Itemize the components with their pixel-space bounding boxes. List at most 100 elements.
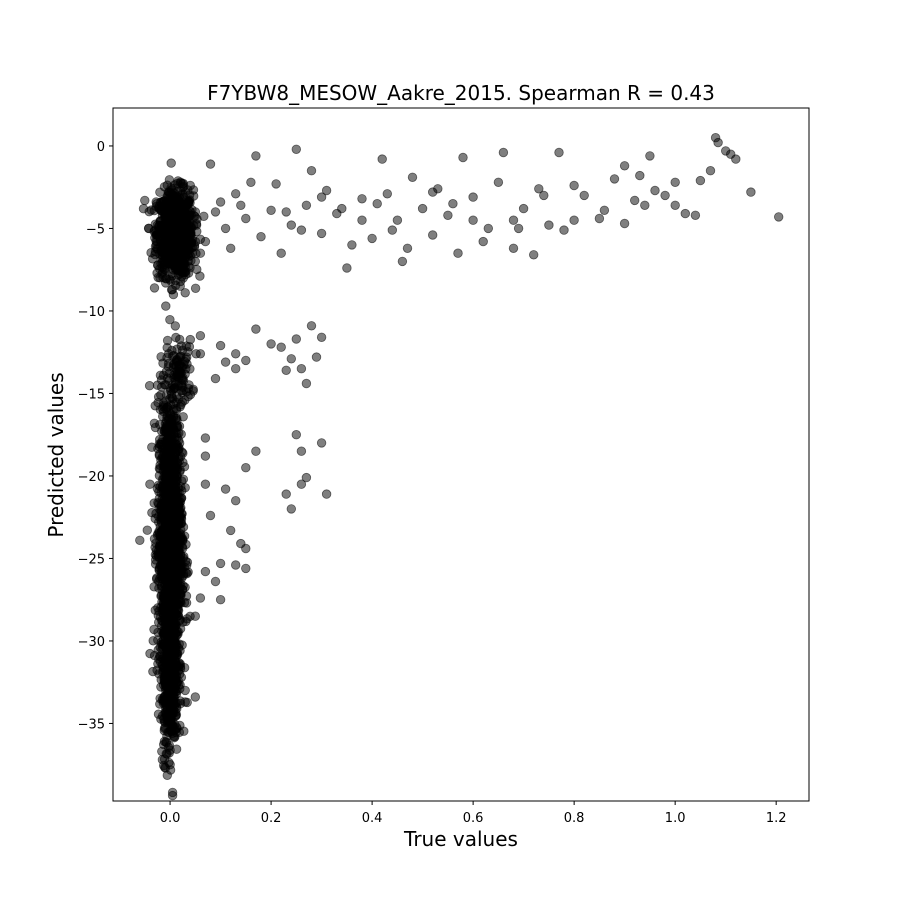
data-point (162, 195, 173, 205)
data-point (200, 566, 211, 577)
x-tick-label: 0.0 (160, 811, 181, 826)
y-tick-label: −20 (78, 470, 105, 485)
data-point (266, 205, 276, 216)
data-point (153, 398, 163, 408)
data-point (402, 243, 413, 254)
data-point (630, 195, 640, 206)
data-point (153, 272, 163, 283)
data-point (157, 510, 168, 521)
data-point (306, 321, 317, 331)
data-point (635, 170, 645, 181)
data-point (162, 437, 173, 447)
data-point (397, 256, 408, 267)
data-point (159, 714, 169, 724)
data-point (158, 460, 168, 471)
data-point (377, 154, 387, 164)
data-point (321, 489, 332, 499)
data-point (200, 479, 211, 489)
data-point (180, 253, 190, 263)
data-point (175, 535, 186, 545)
data-point (225, 525, 236, 536)
data-point (529, 250, 539, 260)
data-point (171, 413, 182, 423)
data-point (165, 760, 175, 770)
data-point (220, 223, 231, 234)
data-point (175, 281, 185, 291)
data-point (164, 187, 174, 198)
data-point (148, 636, 158, 646)
data-point (241, 355, 251, 366)
data-point (266, 339, 276, 349)
data-point (140, 195, 150, 206)
data-point (215, 595, 226, 605)
data-point (670, 200, 680, 211)
data-point (296, 364, 307, 374)
data-point (180, 483, 190, 493)
data-point (382, 189, 393, 199)
data-point (483, 223, 494, 234)
data-point (428, 187, 438, 197)
data-point (162, 648, 172, 659)
data-point (166, 539, 177, 549)
data-point (276, 248, 286, 258)
data-point (241, 463, 251, 473)
data-point (453, 248, 463, 258)
data-point (357, 215, 367, 225)
data-point (599, 205, 610, 216)
data-point (513, 223, 524, 234)
data-point (144, 381, 155, 391)
data-point (175, 221, 185, 232)
data-point (161, 609, 171, 620)
data-point (165, 394, 175, 404)
data-point (311, 352, 322, 362)
data-point (163, 483, 174, 494)
data-point (210, 373, 221, 384)
data-point (152, 380, 163, 390)
y-tick-label: −35 (78, 717, 105, 732)
data-point (150, 241, 161, 252)
data-point (149, 225, 160, 236)
data-point (166, 719, 176, 729)
data-point (146, 205, 157, 215)
data-point (186, 229, 196, 240)
data-point (199, 211, 209, 222)
data-point (230, 496, 241, 506)
data-point (200, 451, 211, 461)
data-point (168, 289, 179, 300)
data-point (713, 137, 723, 148)
data-point (170, 507, 181, 517)
data-point (609, 174, 620, 184)
data-point (417, 203, 428, 214)
data-point (281, 489, 291, 499)
data-point (594, 213, 605, 224)
data-point (271, 179, 281, 189)
data-point (172, 647, 182, 658)
data-point (160, 469, 171, 480)
data-point (286, 504, 297, 514)
data-point (650, 185, 660, 196)
data-point (230, 189, 241, 199)
data-point (478, 236, 488, 247)
data-point (179, 192, 189, 203)
data-point (670, 177, 680, 188)
data-point (619, 218, 630, 229)
data-point (220, 484, 231, 494)
data-point (168, 561, 178, 572)
data-point (163, 551, 174, 562)
y-axis-ticks: 0 −5 −10 −15 −20 −25 −30 −35 (78, 140, 113, 732)
data-point (190, 283, 201, 294)
data-point (164, 210, 174, 221)
data-point (210, 576, 221, 587)
data-point (508, 215, 519, 225)
data-point (276, 342, 286, 352)
data-point (726, 149, 736, 159)
data-point (291, 430, 302, 440)
data-point (174, 443, 184, 454)
data-point (190, 692, 201, 702)
data-point (192, 264, 202, 275)
data-point (337, 203, 347, 214)
data-point (162, 343, 172, 353)
data-point (246, 177, 256, 188)
data-point (145, 479, 155, 489)
